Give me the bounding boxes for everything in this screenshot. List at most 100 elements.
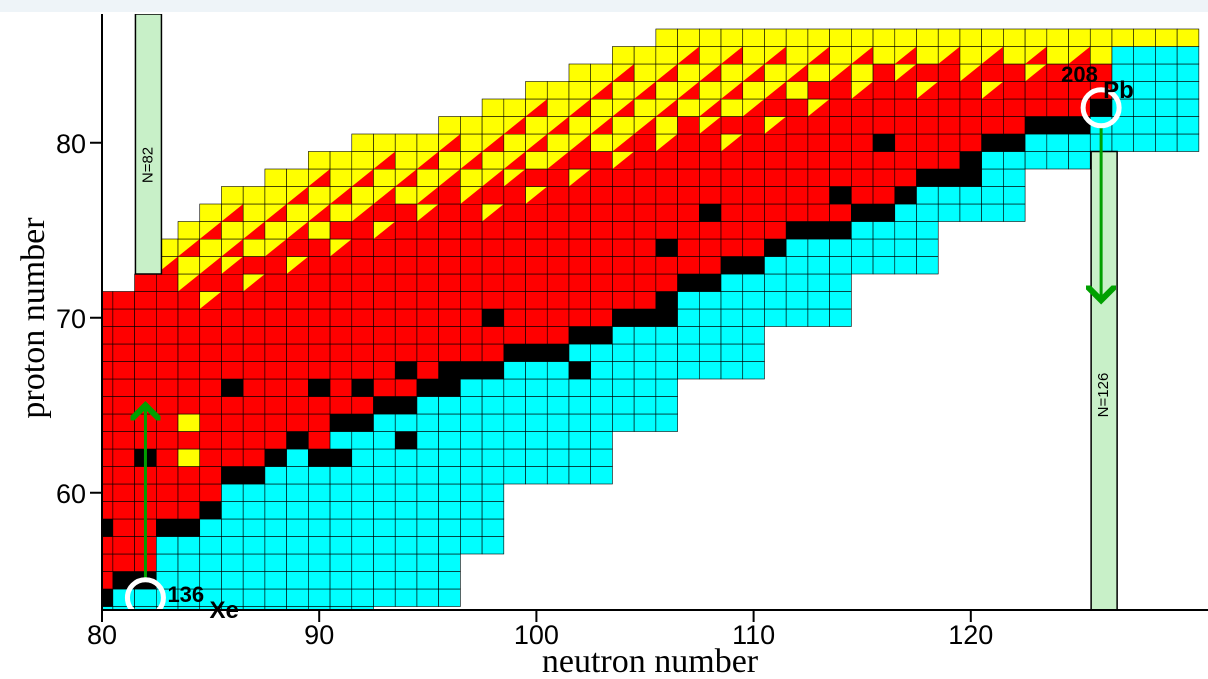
stable-cell	[655, 291, 678, 310]
red-cell	[677, 221, 700, 240]
yellow-cell	[633, 46, 657, 65]
cyan-cell	[503, 448, 526, 467]
cyan-cell	[1133, 116, 1156, 135]
stable-cell	[308, 448, 331, 467]
mixed-cell-tri	[221, 256, 244, 274]
yellow-cell	[481, 98, 505, 117]
stable-cell	[698, 203, 722, 222]
red-cell	[373, 308, 396, 327]
red-cell	[872, 81, 896, 100]
red-cell	[460, 203, 483, 222]
red-cell	[286, 308, 309, 327]
mixed-cell-tri	[655, 64, 678, 82]
yellow-cell	[199, 238, 222, 257]
cyan-cell	[590, 361, 613, 380]
red-cell	[351, 326, 374, 345]
cyan-cell	[416, 413, 439, 432]
cyan-cell	[242, 588, 266, 607]
cyan-cell	[351, 588, 374, 607]
red-cell	[156, 273, 179, 292]
stable-cell	[394, 396, 418, 415]
stable-cell	[460, 361, 483, 380]
yellow-cell	[677, 28, 700, 47]
stable-cell	[872, 203, 896, 222]
mixed-cell-tri	[851, 46, 874, 64]
red-cell	[242, 343, 266, 362]
red-cell	[546, 186, 570, 205]
red-cell	[221, 448, 244, 467]
cyan-cell	[1155, 46, 1178, 65]
yellow-cell	[525, 151, 548, 170]
cyan-cell	[590, 378, 613, 397]
red-cell	[764, 151, 787, 170]
red-cell	[156, 308, 179, 327]
mixed-cell-tri	[612, 64, 635, 82]
red-cell	[481, 221, 505, 240]
cyan-cell	[286, 501, 309, 520]
red-cell	[590, 308, 613, 327]
cyan-cell	[1176, 98, 1200, 117]
red-cell	[308, 431, 331, 450]
red-cell	[525, 308, 548, 327]
cyan-cell	[416, 466, 439, 485]
cyan-cell	[633, 343, 657, 362]
cyan-cell	[373, 413, 396, 432]
mixed-cell-tri	[677, 81, 700, 99]
red-cell	[394, 326, 418, 345]
red-cell	[242, 291, 266, 310]
cyan-cell	[633, 413, 657, 432]
yellow-cell	[525, 116, 548, 135]
cyan-cell	[720, 361, 744, 380]
mixed-cell-tri	[568, 134, 591, 152]
cyan-cell	[633, 396, 657, 415]
cyan-cell	[481, 448, 505, 467]
cyan-cell	[655, 326, 678, 345]
cyan-cell	[329, 571, 353, 590]
cyan-cell	[351, 518, 374, 537]
cyan-cell	[1111, 46, 1134, 65]
cyan-cell	[264, 501, 287, 520]
red-cell	[112, 448, 135, 467]
yellow-cell	[959, 46, 982, 65]
cyan-cell	[286, 588, 309, 607]
yellow-cell	[872, 28, 896, 47]
red-cell	[677, 238, 700, 257]
red-cell	[633, 238, 657, 257]
red-cell	[612, 168, 635, 187]
x-axis-title: neutron number	[542, 643, 759, 679]
cyan-cell	[438, 396, 461, 415]
yellow-cell	[655, 46, 678, 65]
red-cell	[460, 291, 483, 310]
cyan-cell	[785, 238, 809, 257]
red-cell	[851, 186, 874, 205]
red-cell	[351, 308, 374, 327]
red-cell	[329, 256, 353, 275]
red-cell	[612, 273, 635, 292]
cyan-cell	[525, 396, 548, 415]
red-cell	[894, 116, 917, 135]
mixed-cell-tri	[590, 81, 613, 99]
cyan-cell	[546, 431, 570, 450]
red-cell	[221, 413, 244, 432]
red-cell	[264, 256, 287, 275]
red-cell	[112, 291, 135, 310]
cyan-cell	[438, 483, 461, 502]
red-cell	[764, 221, 787, 240]
mixed-cell-tri	[503, 169, 526, 187]
stable-cell	[286, 431, 309, 450]
red-cell	[546, 273, 570, 292]
mixed-cell-tri	[1025, 46, 1047, 64]
red-cell	[394, 378, 418, 397]
yellow-cell	[1003, 28, 1026, 47]
cyan-cell	[612, 378, 635, 397]
cyan-cell	[807, 273, 830, 292]
red-cell	[785, 116, 809, 135]
mixed-cell-tri	[373, 221, 396, 239]
red-cell	[177, 361, 201, 380]
cyan-cell	[221, 518, 244, 537]
red-cell	[221, 273, 244, 292]
red-cell	[720, 116, 744, 135]
cyan-cell	[460, 413, 483, 432]
red-cell	[286, 396, 309, 415]
cyan-cell	[546, 396, 570, 415]
